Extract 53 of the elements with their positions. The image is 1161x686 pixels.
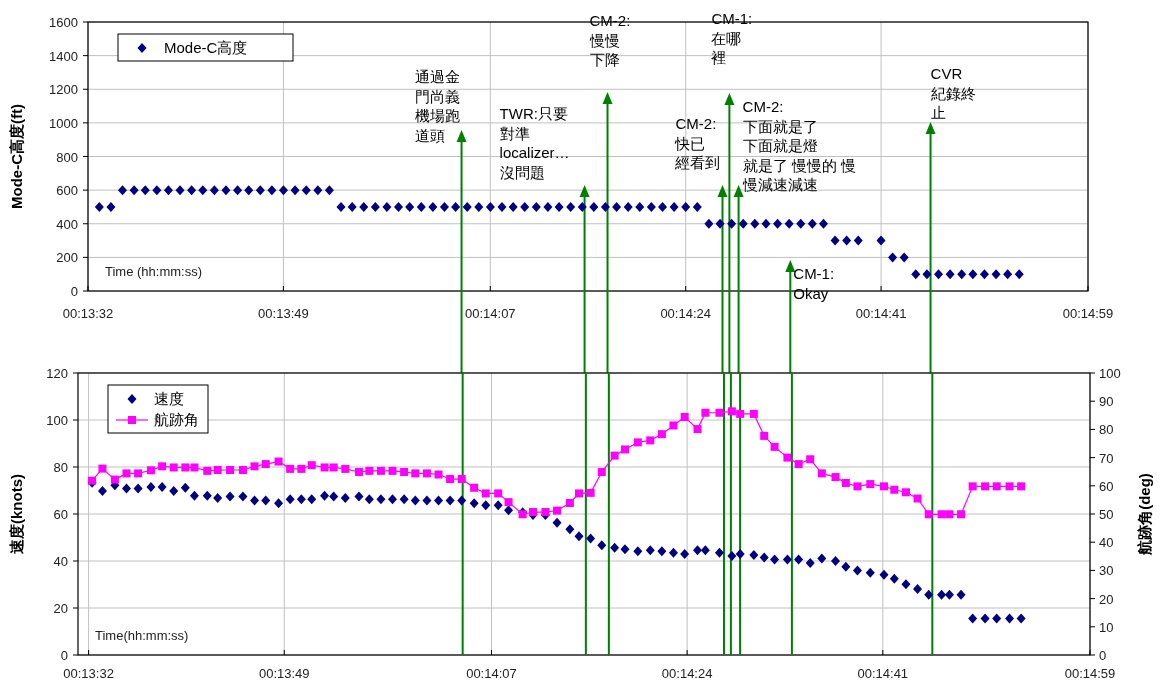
y2-tick-label: 100 bbox=[1099, 366, 1121, 381]
y-tick-label: 100 bbox=[46, 413, 68, 428]
x-tick-label: 00:13:49 bbox=[258, 666, 310, 681]
y-axis-title: Mode-C高度(ft) bbox=[8, 104, 25, 209]
y2-tick-label: 90 bbox=[1099, 394, 1114, 410]
x-tick-label: 00:14:59 bbox=[1064, 666, 1116, 681]
x-tick-label: 00:13:49 bbox=[258, 306, 309, 321]
x-tick-label: 00:14:59 bbox=[1062, 306, 1114, 321]
y-tick-label: 600 bbox=[56, 183, 78, 199]
x-tick-label: 00:13:32 bbox=[62, 306, 114, 321]
y2-tick-label: 80 bbox=[1099, 422, 1114, 438]
y2-tick-label: 40 bbox=[1099, 535, 1114, 551]
y2-axis-title: 航跡角(deg) bbox=[1136, 473, 1153, 556]
y2-tick-label: 50 bbox=[1099, 507, 1114, 522]
x-axis-title: Time (hh:mm:ss) bbox=[105, 264, 203, 279]
x-tick-label: 00:14:07 bbox=[466, 666, 517, 681]
y-tick-label: 40 bbox=[53, 554, 68, 569]
y2-tick-label: 30 bbox=[1099, 563, 1114, 579]
legend-label: 航跡角 bbox=[154, 411, 199, 428]
y2-tick-label: 10 bbox=[1099, 619, 1114, 635]
y-tick-label: 60 bbox=[53, 507, 68, 522]
legend-label: TWR:只要對準localizer…沒問題 bbox=[499, 105, 570, 181]
legend-label: CM-2:下面就是了下面就是燈就是了 慢慢的 慢慢減速減速 bbox=[741, 98, 856, 193]
x-tick-label: 00:14:07 bbox=[465, 306, 516, 321]
y2-tick-label: 0 bbox=[1099, 648, 1107, 663]
x-tick-label: 00:14:41 bbox=[857, 666, 909, 681]
y-tick-label: 0 bbox=[60, 648, 68, 663]
legend-label: 速度 bbox=[154, 390, 184, 407]
y-tick-label: 1200 bbox=[49, 82, 78, 98]
x-tick-label: 00:14:24 bbox=[660, 306, 711, 321]
y2-tick-label: 60 bbox=[1099, 478, 1114, 494]
y-tick-label: 120 bbox=[46, 366, 68, 381]
y-tick-label: 1400 bbox=[49, 48, 78, 64]
y-tick-label: 800 bbox=[56, 149, 78, 165]
ref-line-label: CVR紀錄終止 bbox=[930, 65, 976, 121]
ref-line-label: 通過金門尚義機場跑道頭 bbox=[414, 68, 460, 144]
x-tick-label: 00:14:41 bbox=[855, 306, 907, 321]
x-tick-label: 00:14:24 bbox=[661, 666, 713, 681]
x-axis-title: Time(hh:mm:ss) bbox=[95, 628, 189, 643]
legend-label: Mode-C高度 bbox=[164, 39, 248, 56]
y-tick-label: 1600 bbox=[49, 15, 78, 30]
y-tick-label: 400 bbox=[56, 216, 78, 232]
ref-line-label: CM-2:快已經看到 bbox=[674, 115, 721, 171]
y-tick-label: 0 bbox=[70, 284, 78, 299]
y-tick-label: 80 bbox=[53, 460, 68, 475]
y-axis-title: 速度(knots) bbox=[8, 474, 25, 554]
y-tick-label: 20 bbox=[53, 601, 68, 616]
y-tick-label: 200 bbox=[56, 250, 78, 266]
y2-tick-label: 20 bbox=[1099, 591, 1114, 607]
y2-tick-label: 70 bbox=[1099, 450, 1114, 466]
x-tick-label: 00:13:32 bbox=[63, 666, 114, 681]
legend: Mode-C高度 bbox=[117, 33, 294, 62]
y-tick-label: 1000 bbox=[49, 115, 78, 131]
